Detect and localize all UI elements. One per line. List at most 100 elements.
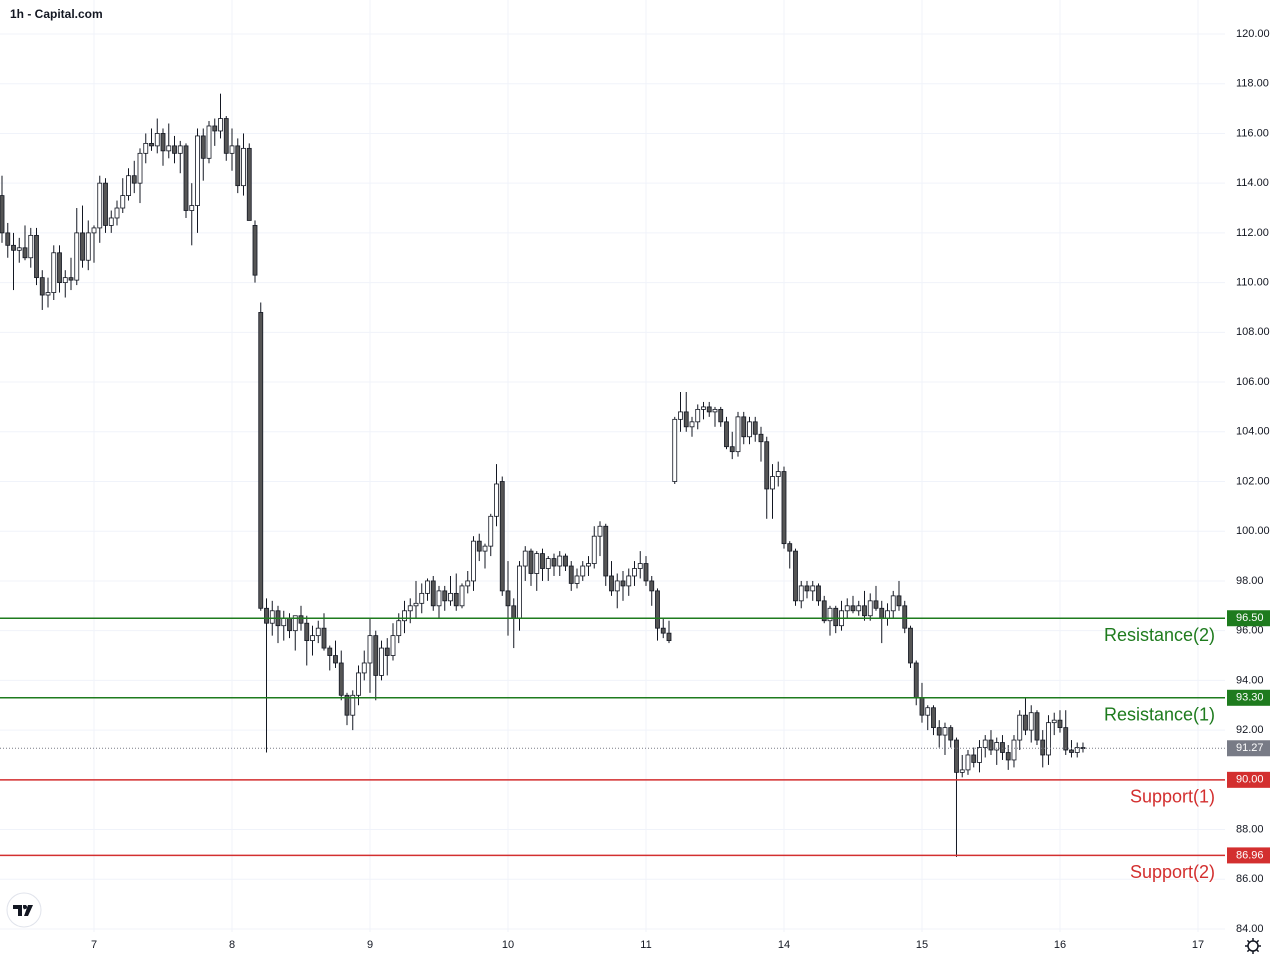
candle-body [706,406,712,413]
candle-body [1080,747,1086,749]
candle-body [62,277,68,284]
y-tick-label: 118.00 [1236,78,1269,90]
candle-body [74,232,80,281]
candle-body [821,600,827,622]
candle-body [292,615,298,632]
x-tick-label: 10 [502,939,514,951]
candle-body [166,145,172,152]
candle-body [281,617,287,627]
y-tick-label: 108.00 [1236,326,1270,338]
candle-body [982,739,988,748]
candle-body [712,409,718,413]
candle-body [34,234,39,279]
y-tick-label: 116.00 [1236,127,1269,139]
candle-body [379,647,384,676]
x-tick-label: 17 [1192,939,1204,951]
candle-body [747,421,752,438]
candle-body [718,409,724,423]
candle-body [80,232,85,261]
candle-body [632,568,637,577]
candle-body [568,565,574,584]
candle-body [482,545,488,552]
candle-body [666,632,672,642]
candle-body [114,207,120,219]
candle-body [977,747,982,763]
candle-body [551,558,557,567]
candle-body [338,662,344,696]
y-tick-label: 98.00 [1236,575,1264,587]
candle-body [333,655,338,664]
candle-body [1063,727,1069,751]
candle-body [189,205,195,211]
candle-body [729,446,735,453]
candle-body [1017,714,1023,741]
candle-body [298,615,304,624]
candle-body [5,232,11,246]
candle-body [108,217,114,226]
candle-body [994,742,1000,751]
candle-body [39,277,45,296]
candle-body [1034,712,1040,741]
chart-title: 1h - Capital.com [10,7,103,21]
y-tick-label: 114.00 [1236,177,1269,189]
candle-body [764,441,770,490]
candle-body [816,585,821,602]
candle-body [752,421,758,435]
candle-body [453,592,459,607]
candle-body [28,234,34,259]
candle-body [172,145,177,154]
level-name: Resistance(2) [1104,625,1215,645]
level-name: Support(2) [1130,862,1215,882]
candle-body [103,182,108,226]
candle-body [827,607,833,622]
candle-body [177,145,183,154]
candle-body [143,142,149,154]
level-price-box [1227,689,1270,706]
candle-body [223,118,229,154]
candle-body [701,406,706,410]
candle-body [862,605,867,617]
candle-body [942,727,948,736]
candle-body [160,133,166,152]
candle-body [126,175,131,196]
candle-body [425,580,430,594]
x-tick-label: 11 [640,939,651,951]
candle-body [367,635,373,664]
candle-body [574,575,580,584]
candle-body [844,605,850,612]
candle-body [258,312,264,609]
candle-body [235,145,241,187]
candle-body [804,585,810,592]
y-tick-label: 92.00 [1236,724,1264,736]
candle-body [57,252,62,284]
candle-body [200,135,206,159]
candle-body [591,535,597,564]
candle-body [936,727,942,736]
candle-body [580,565,586,577]
candle-body [971,754,977,763]
candle-body [287,617,292,632]
level-name: Support(1) [1130,787,1215,807]
candle-body [1074,747,1080,753]
candle-body [269,610,275,624]
level-name: Resistance(1) [1104,705,1215,725]
candle-body [534,553,540,574]
candle-body [885,610,890,619]
candle-body [856,605,862,612]
candle-body [241,147,246,187]
candle-body [350,694,356,716]
candle-body [1040,739,1046,756]
grid [0,0,1225,932]
candle-body [683,411,689,428]
x-tick-label: 9 [367,939,373,951]
candle-body [137,152,143,184]
candle-body [735,416,741,453]
candle-body [304,622,310,642]
candle-body [775,471,781,477]
candle-body [246,147,252,221]
candle-body [1057,719,1063,729]
candle-body [91,227,97,234]
settings-icon[interactable] [1245,938,1261,954]
candle-body [908,627,913,664]
